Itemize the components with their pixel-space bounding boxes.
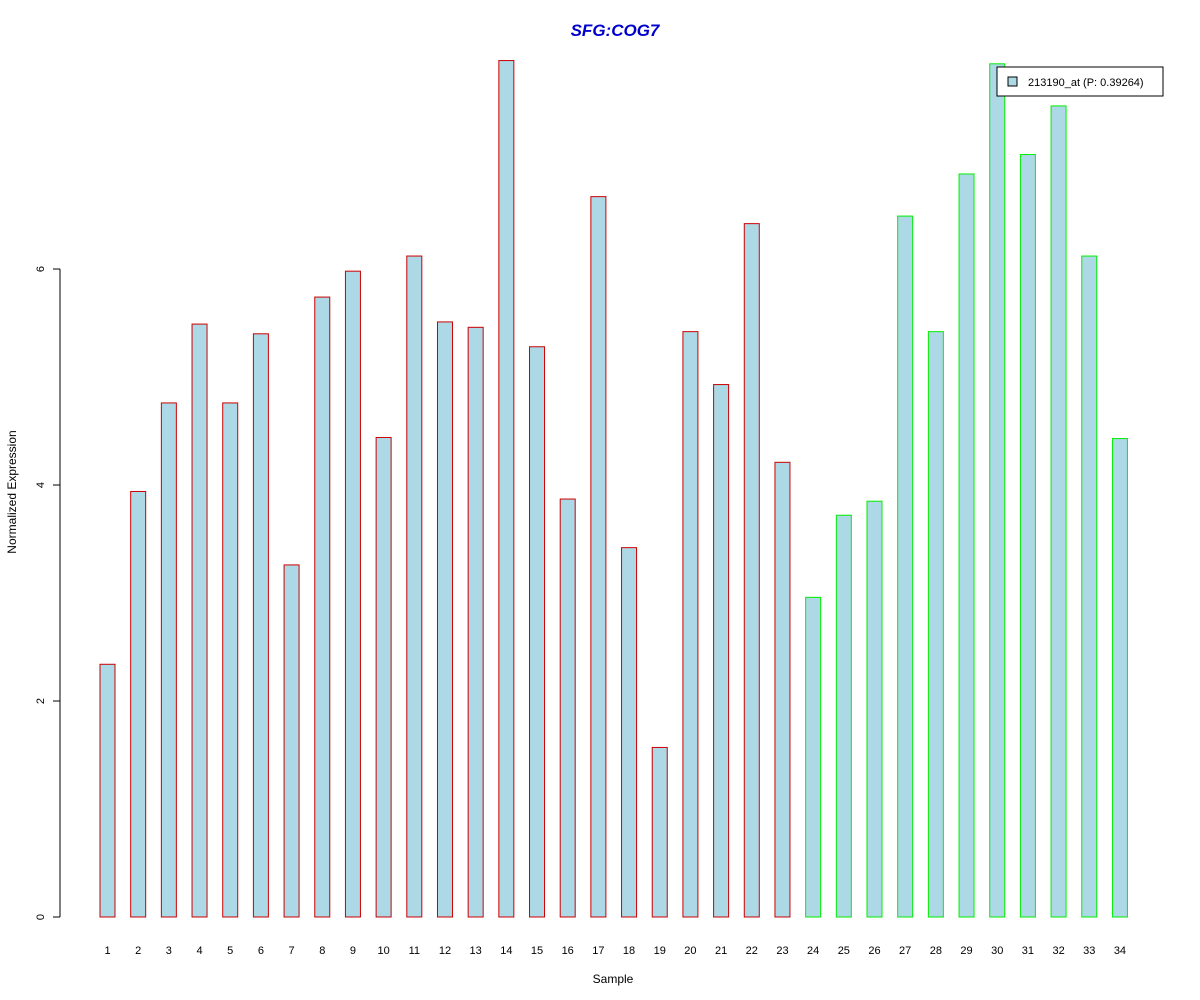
bar-sample-6 [252, 333, 269, 918]
x-tick-label: 25 [838, 945, 850, 957]
bar-sample-28 [927, 331, 944, 918]
bar-sample-30 [989, 63, 1006, 918]
x-axis-label: Sample [593, 972, 634, 986]
bar-sample-29 [958, 173, 975, 918]
x-tick-label: 15 [531, 945, 543, 957]
bar-sample-7 [283, 564, 300, 918]
x-tick-label: 34 [1114, 945, 1126, 957]
x-tick-label: 1 [104, 945, 110, 957]
legend-label: 213190_at (P: 0.39264) [1028, 77, 1144, 89]
x-tick-label: 2 [135, 945, 141, 957]
x-tick-label: 7 [289, 945, 295, 957]
bar-sample-13 [467, 326, 484, 918]
x-tick-label: 24 [807, 945, 819, 957]
bar-sample-9 [344, 270, 361, 918]
x-tick-label: 4 [196, 945, 202, 957]
bar-sample-5 [222, 402, 239, 918]
x-tick-label: 8 [319, 945, 325, 957]
x-tick-label: 19 [654, 945, 666, 957]
x-tick-label: 21 [715, 945, 727, 957]
bar-sample-24 [805, 596, 822, 918]
bar-sample-23 [774, 461, 791, 918]
x-tick-label: 22 [746, 945, 758, 957]
y-tick-label: 4 [35, 482, 47, 488]
x-tick-label: 16 [562, 945, 574, 957]
bar-sample-1 [99, 663, 116, 918]
x-tick-label: 28 [930, 945, 942, 957]
x-tick-label: 32 [1052, 945, 1064, 957]
bar-sample-15 [529, 346, 546, 918]
x-tick-label: 18 [623, 945, 635, 957]
x-tick-label: 13 [470, 945, 482, 957]
bar-sample-17 [590, 196, 607, 918]
x-tick-label: 33 [1083, 945, 1095, 957]
bars-group [99, 60, 1128, 918]
y-tick-label: 6 [35, 266, 47, 272]
x-tick-label: 3 [166, 945, 172, 957]
y-tick-label: 0 [35, 914, 47, 920]
x-tick-label: 17 [592, 945, 604, 957]
bar-sample-18 [621, 547, 638, 918]
bar-sample-8 [314, 296, 331, 918]
bar-sample-31 [1019, 154, 1036, 918]
chart-title: SFG:COG7 [571, 21, 661, 40]
x-tick-label: 23 [776, 945, 788, 957]
bar-sample-2 [130, 490, 147, 918]
legend-box [996, 66, 1164, 97]
x-tick-labels: 1 2 3 4 5 6 7 8 9 10 11 12 13 14 15 16 17 18 19 20 21 22 23 24 2… [104, 945, 1126, 957]
x-tick-label: 5 [227, 945, 233, 957]
bar-sample-12 [436, 321, 453, 918]
y-tick-label: 2 [35, 698, 47, 704]
bar-sample-25 [835, 514, 852, 918]
x-tick-label: 12 [439, 945, 451, 957]
x-tick-label: 14 [500, 945, 512, 957]
legend: 213190_at (P: 0.39264) [996, 66, 1164, 97]
x-tick-label: 11 [409, 945, 420, 957]
bar-sample-27 [897, 215, 914, 918]
bar-sample-32 [1050, 105, 1067, 918]
bar-sample-4 [191, 323, 208, 918]
bar-sample-34 [1111, 438, 1128, 918]
x-tick-label: 26 [868, 945, 880, 957]
x-tick-label: 20 [684, 945, 696, 957]
bar-sample-14 [498, 60, 515, 918]
bar-sample-20 [682, 331, 699, 918]
bar-sample-10 [375, 436, 392, 918]
x-tick-label: 27 [899, 945, 911, 957]
bar-sample-33 [1081, 255, 1098, 918]
y-axis: 0 2 4 6 [35, 266, 61, 920]
bar-sample-19 [651, 746, 668, 918]
x-tick-label: 6 [258, 945, 264, 957]
x-tick-label: 10 [377, 945, 389, 957]
bar-sample-26 [866, 500, 883, 918]
bar-sample-3 [160, 402, 177, 918]
y-axis-label: Normalized Expression [5, 430, 19, 553]
bar-sample-21 [713, 384, 730, 918]
x-tick-label: 9 [350, 945, 356, 957]
legend-swatch [1007, 76, 1018, 87]
x-tick-label: 30 [991, 945, 1003, 957]
bar-sample-22 [743, 223, 760, 918]
x-tick-label: 29 [960, 945, 972, 957]
x-tick-label: 31 [1022, 945, 1034, 957]
bar-sample-11 [406, 255, 423, 918]
bar-sample-16 [559, 498, 576, 918]
